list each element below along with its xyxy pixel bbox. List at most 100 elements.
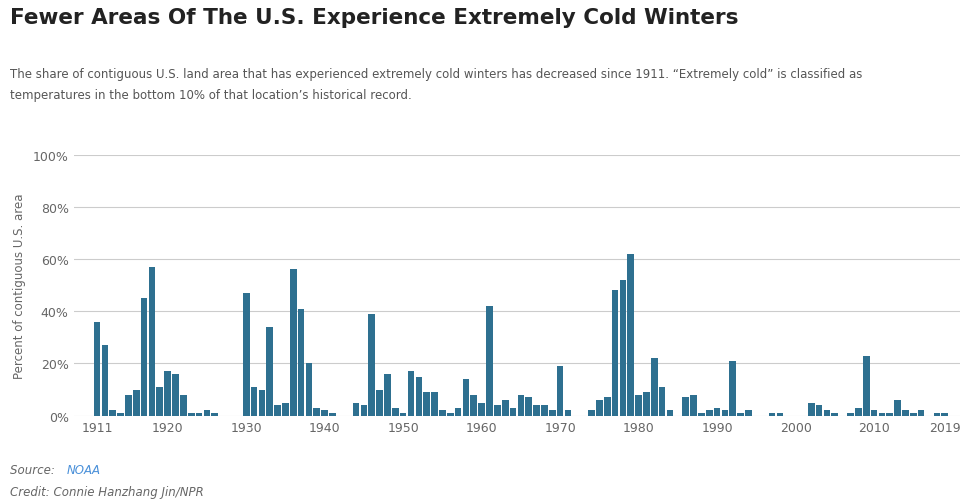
Bar <box>768 413 775 416</box>
Bar <box>353 403 360 416</box>
Bar <box>408 372 415 416</box>
Bar <box>823 411 830 416</box>
Bar <box>612 291 618 416</box>
Bar <box>329 413 336 416</box>
Bar <box>368 314 375 416</box>
Bar <box>706 411 712 416</box>
Bar <box>745 411 752 416</box>
Bar <box>486 307 493 416</box>
Bar <box>690 395 697 416</box>
Bar <box>204 411 211 416</box>
Bar <box>903 411 908 416</box>
Bar <box>251 387 258 416</box>
Bar <box>447 413 454 416</box>
Bar <box>384 374 391 416</box>
Bar <box>910 413 916 416</box>
Bar <box>298 309 305 416</box>
Bar <box>713 408 720 416</box>
Bar <box>478 403 485 416</box>
Bar <box>172 374 179 416</box>
Bar <box>651 359 658 416</box>
Bar <box>862 356 869 416</box>
Bar <box>870 411 877 416</box>
Bar <box>737 413 744 416</box>
Bar <box>887 413 893 416</box>
Text: temperatures in the bottom 10% of that location’s historical record.: temperatures in the bottom 10% of that l… <box>10 89 412 102</box>
Bar <box>400 413 407 416</box>
Bar <box>243 294 250 416</box>
Bar <box>698 413 705 416</box>
Bar <box>133 390 139 416</box>
Bar <box>776 413 783 416</box>
Bar <box>596 400 603 416</box>
Bar <box>125 395 131 416</box>
Text: Credit: Connie Hanzhang Jin/NPR: Credit: Connie Hanzhang Jin/NPR <box>10 485 204 498</box>
Bar <box>510 408 516 416</box>
Bar <box>463 379 469 416</box>
Bar <box>918 411 924 416</box>
Bar <box>808 403 814 416</box>
Bar <box>494 405 501 416</box>
Bar <box>455 408 462 416</box>
Bar <box>376 390 383 416</box>
Bar <box>659 387 665 416</box>
Bar <box>525 398 532 416</box>
Bar <box>619 281 626 416</box>
Y-axis label: Percent of contiguous U.S. area: Percent of contiguous U.S. area <box>13 193 25 378</box>
Text: Source:: Source: <box>10 463 59 476</box>
Bar <box>549 411 556 416</box>
Bar <box>643 392 650 416</box>
Bar <box>470 395 477 416</box>
Bar <box>212 413 219 416</box>
Bar <box>439 411 446 416</box>
Bar <box>141 299 147 416</box>
Bar <box>541 405 548 416</box>
Bar <box>557 366 564 416</box>
Bar <box>879 413 885 416</box>
Bar <box>196 413 203 416</box>
Bar <box>431 392 438 416</box>
Bar <box>682 398 689 416</box>
Bar <box>635 395 642 416</box>
Bar <box>604 398 611 416</box>
Bar <box>895 400 901 416</box>
Bar <box>274 405 281 416</box>
Bar <box>267 327 273 416</box>
Bar <box>847 413 854 416</box>
Bar <box>149 268 155 416</box>
Text: NOAA: NOAA <box>67 463 101 476</box>
Bar <box>118 413 123 416</box>
Bar <box>188 413 195 416</box>
Bar <box>102 346 108 416</box>
Bar <box>282 403 289 416</box>
Bar <box>423 392 430 416</box>
Bar <box>502 400 509 416</box>
Bar <box>180 395 187 416</box>
Bar <box>588 411 595 416</box>
Bar <box>831 413 838 416</box>
Bar <box>721 411 728 416</box>
Bar <box>666 411 673 416</box>
Text: Fewer Areas Of The U.S. Experience Extremely Cold Winters: Fewer Areas Of The U.S. Experience Extre… <box>10 8 738 28</box>
Bar <box>165 372 172 416</box>
Bar <box>416 377 422 416</box>
Text: The share of contiguous U.S. land area that has experienced extremely cold winte: The share of contiguous U.S. land area t… <box>10 68 862 81</box>
Bar <box>942 413 948 416</box>
Bar <box>361 405 368 416</box>
Bar <box>392 408 399 416</box>
Bar <box>259 390 266 416</box>
Bar <box>627 255 634 416</box>
Bar <box>564 411 571 416</box>
Bar <box>855 408 861 416</box>
Bar <box>729 361 736 416</box>
Bar <box>815 405 822 416</box>
Bar <box>306 364 313 416</box>
Bar <box>110 411 116 416</box>
Bar <box>94 322 100 416</box>
Bar <box>321 411 328 416</box>
Bar <box>314 408 320 416</box>
Bar <box>533 405 540 416</box>
Bar <box>934 413 940 416</box>
Bar <box>157 387 164 416</box>
Bar <box>290 270 297 416</box>
